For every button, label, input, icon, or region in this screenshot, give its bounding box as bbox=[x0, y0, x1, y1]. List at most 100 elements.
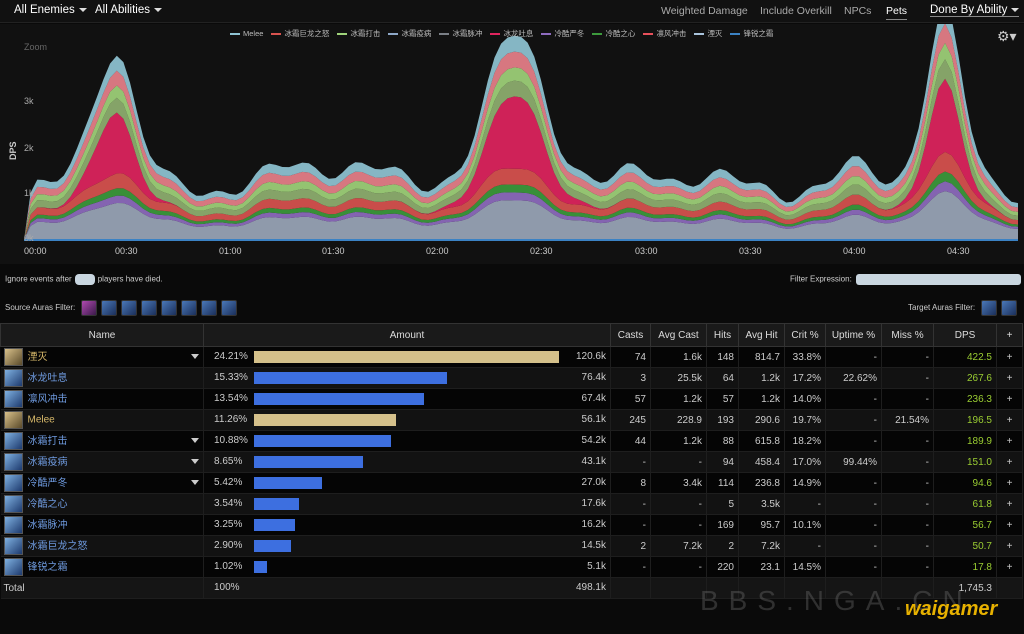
aura-icon[interactable] bbox=[1001, 300, 1018, 316]
table-row[interactable]: 冰龙吐息 15.33% 76.4k 3 25.5k 64 1.2k 17.2% 22.62% -2… bbox=[0, 367, 1023, 389]
table-row[interactable]: 冷酷严冬 5.42% 27.0k 8 3.4k 114 236.8 14.9% - -94.6 + bbox=[0, 472, 1023, 494]
aura-icon[interactable] bbox=[141, 300, 158, 316]
legend-entry[interactable]: 冰霜疫病 bbox=[388, 28, 431, 39]
column-header[interactable]: Avg Hit bbox=[738, 323, 785, 347]
table-row[interactable]: 冰霜打击 10.88% 54.2k 44 1.2k 88 615.8 18.2% - -189.9… bbox=[0, 430, 1023, 452]
ability-name[interactable]: 冰霜打击 bbox=[27, 435, 68, 447]
aura-icon[interactable] bbox=[201, 300, 218, 316]
ability-name[interactable]: 冰霜巨龙之怒 bbox=[27, 540, 88, 552]
legend-swatch bbox=[643, 33, 654, 36]
expand-button[interactable]: + bbox=[996, 514, 1023, 536]
done-by-dropdown[interactable]: Done By Ability bbox=[930, 4, 1020, 17]
ability-name[interactable]: Melee bbox=[27, 414, 55, 426]
chevron-down-icon[interactable] bbox=[191, 458, 199, 464]
expand-button[interactable]: + bbox=[996, 472, 1023, 494]
legend-entry[interactable]: 冰龙吐息 bbox=[490, 28, 533, 39]
table-row[interactable]: 冰霜脉冲 3.25% 16.2k - -169 95.7 10.1% - -56.7 + bbox=[0, 514, 1023, 536]
dps-chart[interactable] bbox=[0, 24, 1024, 264]
aura-icon[interactable] bbox=[981, 300, 998, 316]
ability-name[interactable]: 凛风冲击 bbox=[27, 393, 68, 405]
ability-name-cell[interactable]: 冰霜疫病 bbox=[0, 451, 204, 473]
ability-name-cell[interactable]: 冰霜巨龙之怒 bbox=[0, 535, 204, 557]
enemies-dropdown[interactable]: All Enemies bbox=[14, 4, 87, 16]
ability-name[interactable]: 冷酷严冬 bbox=[27, 477, 68, 489]
expand-button[interactable]: + bbox=[996, 556, 1023, 578]
table-row[interactable]: Melee 11.26% 56.1k 245 228.9 193 290.6 19.7% -21… bbox=[0, 409, 1023, 431]
zoom-label[interactable]: Zoom bbox=[24, 42, 48, 52]
ability-name[interactable]: 冷酷之心 bbox=[27, 498, 68, 510]
ability-name[interactable]: 冰霜疫病 bbox=[27, 456, 68, 468]
aura-icon[interactable] bbox=[181, 300, 198, 316]
chevron-down-icon[interactable] bbox=[191, 353, 199, 359]
column-header[interactable]: Miss % bbox=[881, 323, 934, 347]
filter-expression-input[interactable] bbox=[855, 274, 1021, 285]
amount-bar bbox=[254, 498, 299, 510]
legend-entry[interactable]: 冷酷之心 bbox=[592, 28, 635, 39]
expand-button[interactable]: + bbox=[996, 535, 1023, 557]
ability-name[interactable]: 冰霜脉冲 bbox=[27, 519, 68, 531]
expand-button[interactable]: + bbox=[996, 430, 1023, 452]
legend-entry[interactable]: 凛风冲击 bbox=[643, 28, 686, 39]
column-header[interactable]: Crit % bbox=[784, 323, 826, 347]
expand-button[interactable]: + bbox=[996, 409, 1023, 431]
ability-name[interactable]: 冰龙吐息 bbox=[27, 372, 68, 384]
npcs-option[interactable]: NPCs bbox=[844, 5, 872, 17]
y-tick: 2k bbox=[24, 143, 34, 153]
ability-name-cell[interactable]: 冷酷之心 bbox=[0, 493, 204, 515]
table-row[interactable]: 冰霜巨龙之怒 2.90% 14.5k 2 7.2k 2 7.2k - - -50.7 + bbox=[0, 535, 1023, 557]
weighted-damage-option[interactable]: Weighted Damage bbox=[661, 5, 748, 17]
miss-cell: - bbox=[881, 514, 934, 536]
aura-icon[interactable] bbox=[101, 300, 118, 316]
column-header[interactable]: Uptime % bbox=[825, 323, 882, 347]
legend-entry[interactable]: 锋锐之霜 bbox=[730, 28, 773, 39]
ability-name-cell[interactable]: 冷酷严冬 bbox=[0, 472, 204, 494]
legend-entry[interactable]: Melee bbox=[230, 29, 263, 38]
column-header[interactable]: + bbox=[996, 323, 1023, 347]
legend-entry[interactable]: 冷酷严冬 bbox=[541, 28, 584, 39]
table-row[interactable]: 湮灭 24.21% 120.6k 74 1.6k 148 814.7 33.8% - -422.5… bbox=[0, 346, 1023, 368]
include-overkill-option[interactable]: Include Overkill bbox=[760, 5, 832, 17]
legend-entry[interactable]: 冰霜脉冲 bbox=[439, 28, 482, 39]
column-header[interactable]: Casts bbox=[610, 323, 651, 347]
column-header[interactable]: Amount bbox=[203, 323, 611, 347]
chevron-down-icon[interactable] bbox=[191, 479, 199, 485]
ability-name[interactable]: 湮灭 bbox=[27, 351, 48, 363]
expand-button[interactable]: + bbox=[996, 346, 1023, 368]
y-tick: 3k bbox=[24, 96, 34, 106]
ability-name-cell[interactable]: 冰龙吐息 bbox=[0, 367, 204, 389]
table-row[interactable]: 冷酷之心 3.54% 17.6k - -5 3.5k - - -61.8 + bbox=[0, 493, 1023, 515]
legend-entry[interactable]: 湮灭 bbox=[694, 28, 722, 39]
expand-button[interactable]: + bbox=[996, 388, 1023, 410]
dps-cell: 17.8 bbox=[933, 556, 997, 578]
legend-label: 冷酷严冬 bbox=[554, 29, 585, 38]
ability-name-cell[interactable]: 冰霜脉冲 bbox=[0, 514, 204, 536]
column-header[interactable]: Avg Cast bbox=[650, 323, 707, 347]
ability-name-cell[interactable]: Melee bbox=[0, 409, 204, 431]
column-header[interactable]: DPS bbox=[933, 323, 997, 347]
aura-icon[interactable] bbox=[161, 300, 178, 316]
chevron-down-icon[interactable] bbox=[191, 437, 199, 443]
table-row[interactable]: 锋锐之霜 1.02% 5.1k - -220 23.1 14.5% - -17.8 + bbox=[0, 556, 1023, 578]
ability-name-cell[interactable]: 冰霜打击 bbox=[0, 430, 204, 452]
aura-icon[interactable] bbox=[81, 300, 98, 316]
legend-entry[interactable]: 冰霜打击 bbox=[337, 28, 380, 39]
ability-name-cell[interactable]: 锋锐之霜 bbox=[0, 556, 204, 578]
empty-cell bbox=[996, 577, 1023, 599]
aura-icon[interactable] bbox=[221, 300, 238, 316]
ability-name-cell[interactable]: 凛风冲击 bbox=[0, 388, 204, 410]
expand-button[interactable]: + bbox=[996, 367, 1023, 389]
legend-entry[interactable]: 冰霜巨龙之怒 bbox=[271, 28, 329, 39]
gear-icon[interactable]: ⚙▾ bbox=[997, 28, 1017, 44]
ability-name-cell[interactable]: 湮灭 bbox=[0, 346, 204, 368]
expand-button[interactable]: + bbox=[996, 451, 1023, 473]
expand-button[interactable]: + bbox=[996, 493, 1023, 515]
abilities-dropdown[interactable]: All Abilities bbox=[95, 4, 162, 16]
table-row[interactable]: 凛风冲击 13.54% 67.4k 57 1.2k 57 1.2k 14.0% - -236.3 + bbox=[0, 388, 1023, 410]
death-count-input[interactable] bbox=[74, 274, 95, 285]
ability-name[interactable]: 锋锐之霜 bbox=[27, 561, 68, 573]
pets-option[interactable]: Pets bbox=[886, 5, 908, 20]
column-header[interactable]: Name bbox=[0, 323, 204, 347]
table-row[interactable]: 冰霜疫病 8.65% 43.1k - -94 458.4 17.0% 99.44% -151.0… bbox=[0, 451, 1023, 473]
aura-icon[interactable] bbox=[121, 300, 138, 316]
column-header[interactable]: Hits bbox=[706, 323, 739, 347]
